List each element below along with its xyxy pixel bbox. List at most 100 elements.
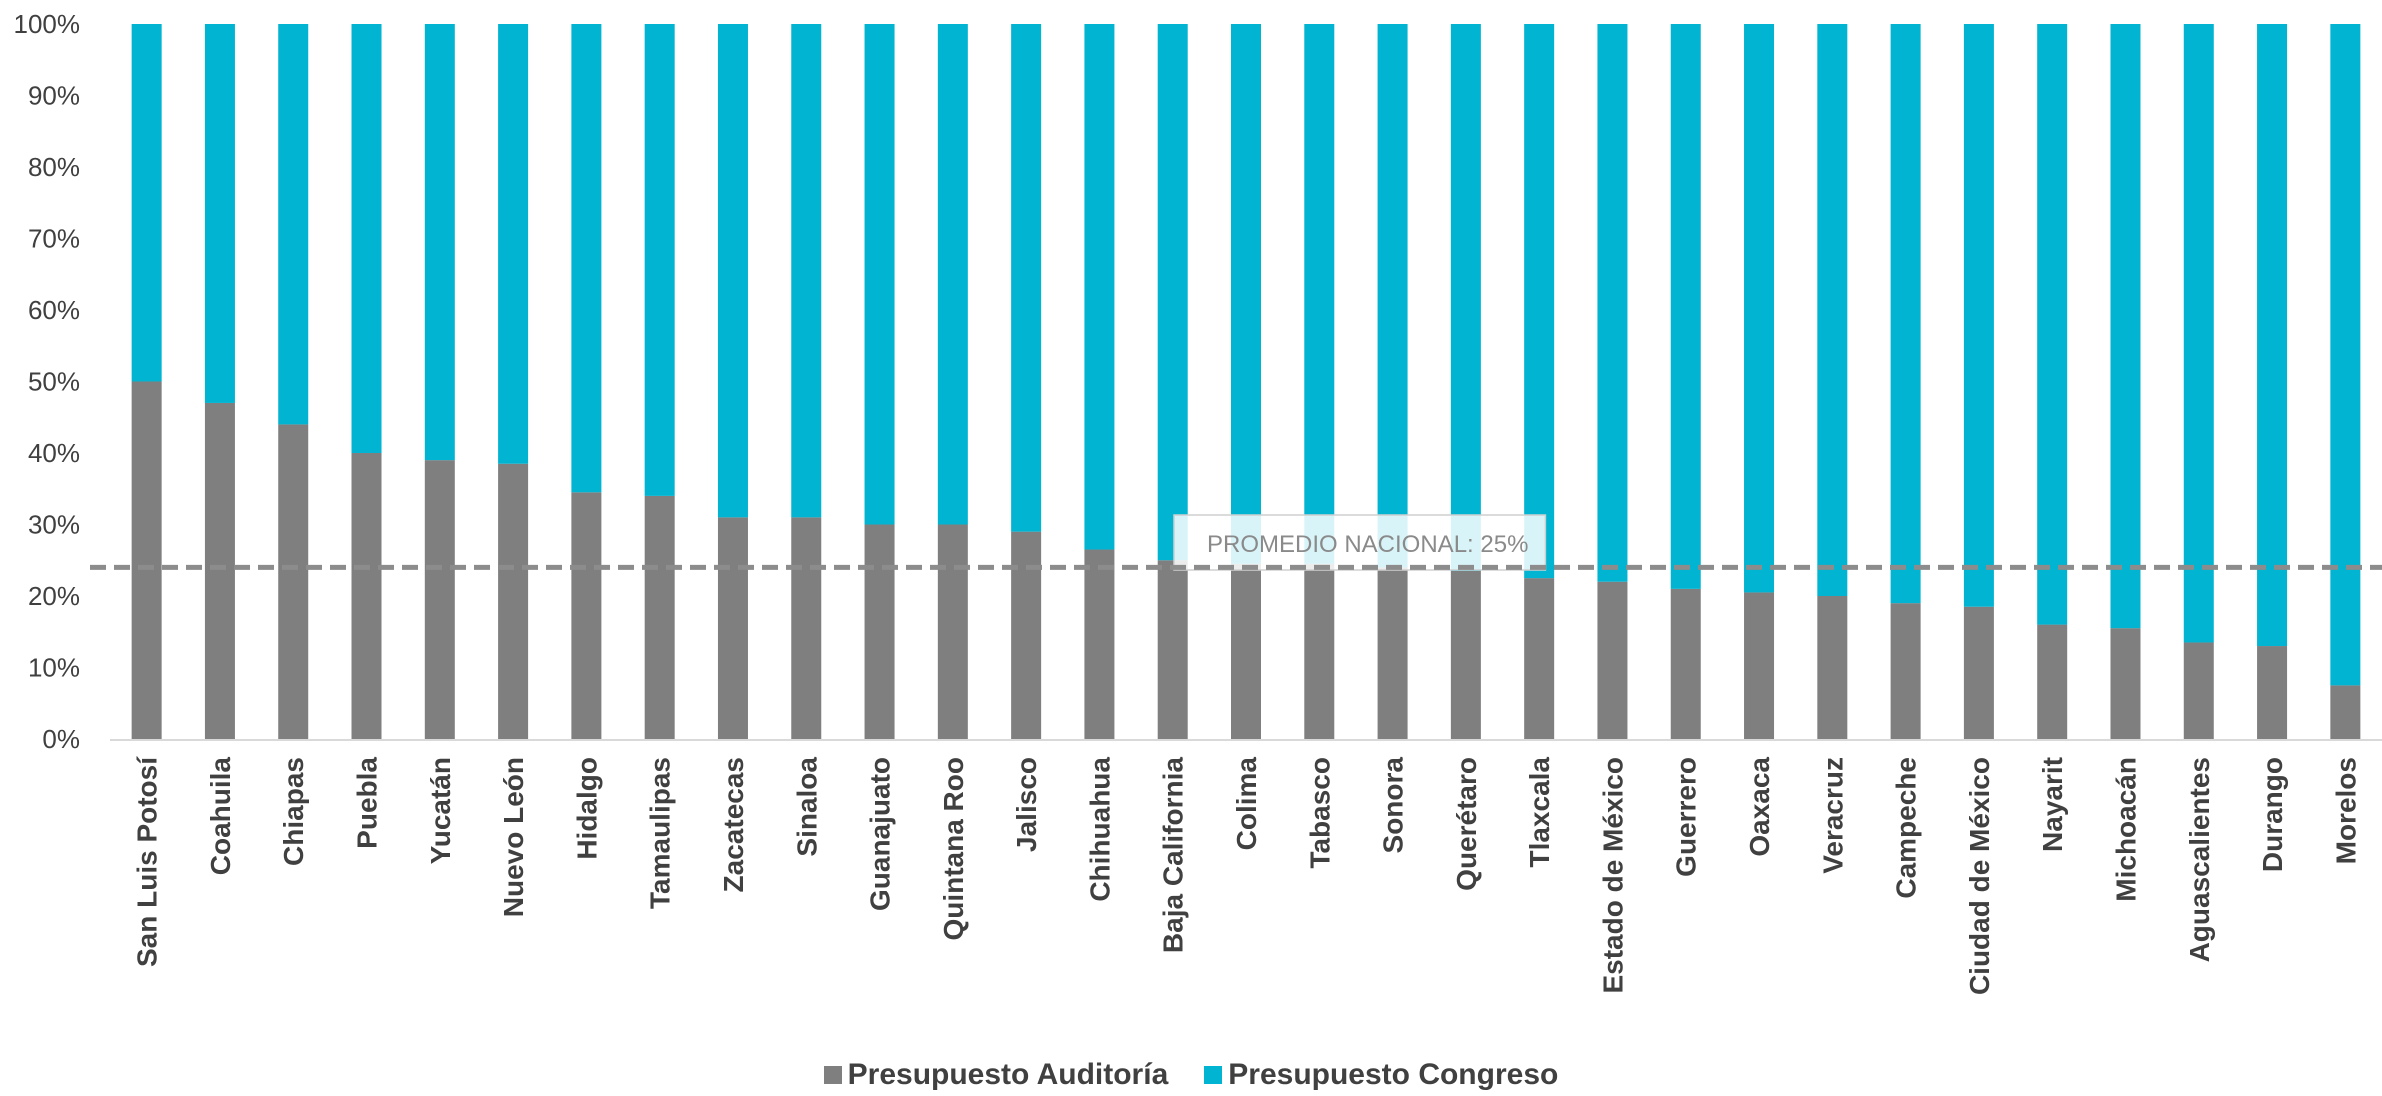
bars — [131, 24, 2361, 739]
bar-auditoria — [1817, 596, 1848, 739]
bar-congreso — [2257, 24, 2288, 647]
bar-auditoria — [1011, 531, 1042, 739]
x-category-label: San Luis Potosí — [132, 756, 163, 967]
x-category-label: Quintana Roo — [938, 757, 969, 941]
bar-auditoria — [498, 463, 529, 739]
x-category-label: Coahuila — [205, 757, 236, 876]
bar-congreso — [278, 24, 309, 425]
bar-congreso — [937, 24, 968, 525]
bar-auditoria — [717, 517, 748, 739]
bar-congreso — [351, 24, 382, 453]
legend: Presupuesto Auditoría Presupuesto Congre… — [0, 1058, 2382, 1092]
legend-label-auditoria: Presupuesto Auditoría — [847, 1058, 1169, 1091]
bar-auditoria — [1157, 560, 1188, 739]
bar-congreso — [1084, 24, 1115, 550]
x-category-label: Colima — [1231, 757, 1262, 851]
x-axis-labels: San Luis Potosí Coahuila Chiapas Puebla Yuca… — [132, 756, 2362, 995]
bar-congreso — [2037, 24, 2068, 625]
bar-congreso — [1744, 24, 1775, 593]
bar-auditoria — [351, 453, 382, 739]
y-tick-label: 40% — [28, 438, 80, 468]
bar-congreso — [2183, 24, 2214, 643]
x-category-label: Sonora — [1378, 757, 1409, 854]
y-tick-label: 10% — [28, 653, 80, 683]
x-category-label: Morelos — [2330, 757, 2361, 864]
bar-auditoria — [644, 495, 675, 739]
x-category-label: Michoacán — [2110, 757, 2141, 902]
legend-swatch-auditoria — [823, 1066, 842, 1084]
bar-auditoria — [937, 524, 968, 739]
y-axis: 0% 10% 20% 30% 40% 50% 60% 70% 80% 90% 100% — [14, 9, 81, 754]
bar-congreso — [1377, 24, 1408, 568]
bar-congreso — [644, 24, 675, 496]
bar-auditoria — [791, 517, 822, 739]
national-average: PROMEDIO NACIONAL: 25% — [90, 514, 2382, 571]
bar-congreso — [1157, 24, 1188, 561]
bar-auditoria — [1524, 578, 1555, 739]
x-category-label: Jalisco — [1011, 757, 1042, 852]
y-tick-label: 80% — [28, 152, 80, 182]
bar-congreso — [131, 24, 162, 382]
bar-auditoria — [2330, 685, 2361, 739]
bar-auditoria — [1670, 588, 1701, 739]
bar-auditoria — [2183, 642, 2214, 739]
bar-congreso — [1524, 24, 1555, 579]
x-category-label: Estado de México — [1597, 757, 1628, 994]
x-category-label: Ciudad de México — [1964, 757, 1995, 995]
legend-item-congreso: Presupuesto Congreso — [1204, 1058, 1558, 1092]
x-category-label: Guerrero — [1671, 757, 1702, 877]
bar-auditoria — [2110, 628, 2141, 739]
y-tick-label: 50% — [28, 367, 80, 397]
bar-auditoria — [864, 524, 895, 739]
x-category-label: Tlaxcala — [1524, 757, 1555, 868]
y-tick-label: 0% — [42, 724, 80, 754]
y-tick-label: 30% — [28, 510, 80, 540]
bar-auditoria — [571, 492, 602, 739]
bar-auditoria — [278, 424, 309, 739]
legend-swatch-congreso — [1204, 1066, 1223, 1084]
bar-congreso — [424, 24, 455, 461]
x-category-label: Guanajuato — [865, 757, 896, 911]
bar-congreso — [1450, 24, 1481, 571]
bar-auditoria — [2037, 624, 2068, 739]
bar-auditoria — [424, 460, 455, 739]
x-category-label: Chihuahua — [1084, 757, 1115, 902]
x-category-label: Oaxaca — [1744, 757, 1775, 857]
x-category-label: Nuevo León — [498, 757, 529, 917]
bar-auditoria — [1890, 603, 1921, 739]
bar-auditoria — [1597, 581, 1628, 739]
national-average-label: PROMEDIO NACIONAL: 25% — [1207, 531, 1528, 558]
bar-congreso — [1890, 24, 1921, 604]
bar-auditoria — [1231, 563, 1261, 739]
bar-auditoria — [1084, 549, 1115, 739]
bar-auditoria — [1450, 570, 1481, 739]
bar-congreso — [717, 24, 748, 518]
x-category-label: Aguascalientes — [2184, 757, 2215, 962]
bar-auditoria — [1377, 567, 1408, 739]
x-category-label: Querétaro — [1451, 757, 1482, 891]
x-category-label: Nayarit — [2037, 757, 2068, 852]
bar-congreso — [2110, 24, 2141, 629]
legend-label-congreso: Presupuesto Congreso — [1228, 1058, 1559, 1091]
x-category-label: Durango — [2257, 757, 2288, 872]
bar-auditoria — [2257, 646, 2288, 739]
x-category-label: Zacatecas — [718, 757, 749, 892]
bar-auditoria — [1963, 606, 1994, 739]
bar-congreso — [791, 24, 822, 518]
x-category-label: Veracruz — [1817, 757, 1848, 874]
y-tick-label: 60% — [28, 295, 80, 325]
bar-congreso — [864, 24, 895, 525]
x-category-label: Campeche — [1891, 757, 1922, 899]
x-category-label: Tamaulipas — [645, 757, 676, 909]
x-category-label: Chiapas — [278, 757, 309, 866]
bar-congreso — [498, 24, 529, 464]
stacked-bar-chart: 0% 10% 20% 30% 40% 50% 60% 70% 80% 90% 100% San Lu… — [14, 9, 2382, 995]
legend-item-auditoria: Presupuesto Auditoría — [823, 1058, 1169, 1092]
bar-congreso — [1597, 24, 1628, 582]
x-category-label: Sinaloa — [791, 757, 822, 857]
x-category-label: Tabasco — [1304, 757, 1335, 869]
bar-congreso — [1231, 24, 1261, 564]
bar-auditoria — [1304, 563, 1335, 739]
bar-auditoria — [1744, 592, 1775, 739]
national-average-label-box — [1173, 514, 1547, 571]
